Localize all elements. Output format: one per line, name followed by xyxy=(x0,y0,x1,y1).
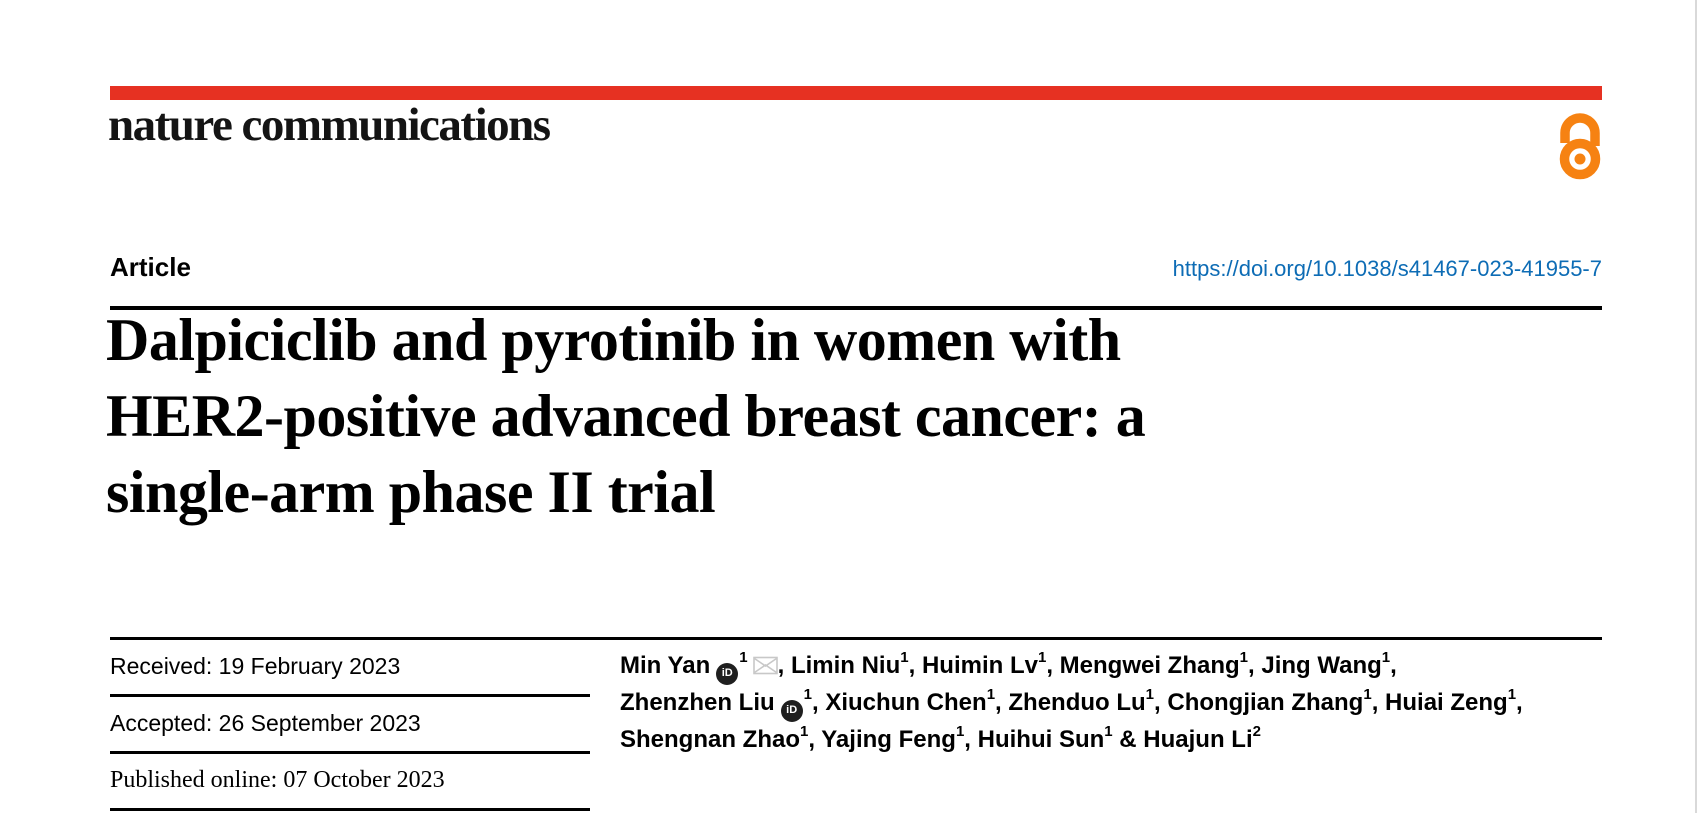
author-affiliation-sup: 1 xyxy=(739,649,748,666)
author-list: Min Yan iD1, Limin Niu1, Huimin Lv1, Meng… xyxy=(620,640,1523,757)
author-line: Zhenzhen Liu iD1, Xiuchun Chen1, Zhenduo … xyxy=(620,685,1523,722)
author-affiliation-sup: 1 xyxy=(900,649,909,666)
orcid-icon[interactable]: iD xyxy=(780,699,803,722)
author-affiliation-sup: 1 xyxy=(1104,722,1113,740)
author-name: Min Yan xyxy=(620,652,711,679)
author-name: Shengnan Zhao xyxy=(620,725,800,753)
journal-logo: nature communications xyxy=(108,99,551,151)
doi-link[interactable]: https://doi.org/10.1038/s41467-023-41955… xyxy=(1172,256,1602,281)
author-separator: , xyxy=(1516,689,1523,716)
author-separator: , xyxy=(1248,652,1262,679)
page-right-edge xyxy=(1695,0,1697,813)
author-name: Yajing Feng xyxy=(821,725,956,753)
author-name: Huihui Sun xyxy=(977,725,1105,753)
author-name: Zhenduo Lu xyxy=(1008,689,1146,716)
author-name: Mengwei Zhang xyxy=(1059,652,1240,679)
author-affiliation-sup: 1 xyxy=(1145,686,1155,703)
author-line: Min Yan iD1, Limin Niu1, Huimin Lv1, Meng… xyxy=(620,648,1523,685)
open-access-icon[interactable] xyxy=(1557,112,1603,180)
author-affiliation-sup: 1 xyxy=(803,686,812,703)
author-separator: & xyxy=(1112,725,1144,753)
author-separator: , xyxy=(1046,652,1060,679)
author-line: Shengnan Zhao1, Yajing Feng1, Huihui Sun… xyxy=(620,722,1523,757)
date-row-published: Published online: 07 October 2023 xyxy=(110,754,590,811)
author-separator: , xyxy=(1371,689,1386,716)
author-name: Chongjian Zhang xyxy=(1167,689,1364,716)
author-affiliation-sup: 1 xyxy=(800,722,809,740)
article-title: Dalpiciclib and pyrotinib in women with … xyxy=(106,307,1146,525)
brand-accent-bar xyxy=(110,86,1602,100)
author-name: Huajun Li xyxy=(1143,725,1253,753)
author-separator: , xyxy=(808,725,822,753)
author-name: Jing Wang xyxy=(1261,652,1382,679)
author-affiliation-sup: 1 xyxy=(1507,686,1517,703)
author-affiliation-sup: 2 xyxy=(1252,722,1261,740)
author-separator: , xyxy=(777,652,791,679)
author-name: Zhenzhen Liu xyxy=(620,689,775,716)
article-header-row: Article https://doi.org/10.1038/s41467-0… xyxy=(110,252,1602,283)
orcid-icon[interactable]: iD xyxy=(716,662,739,685)
author-name: Huimin Lv xyxy=(921,652,1038,679)
author-separator: , xyxy=(964,725,978,753)
author-name: Xiuchun Chen xyxy=(825,689,987,716)
published-date: Published online: 07 October 2023 xyxy=(110,767,445,793)
dates-column: Received: 19 February 2023 Accepted: 26 … xyxy=(110,640,590,811)
author-affiliation-sup: 1 xyxy=(1363,686,1372,703)
article-type-label: Article xyxy=(110,252,191,282)
author-name: Huiai Zeng xyxy=(1385,689,1508,716)
author-separator: , xyxy=(995,689,1009,716)
author-separator: , xyxy=(1390,652,1397,679)
author-affiliation-sup: 1 xyxy=(955,722,965,740)
email-icon[interactable] xyxy=(752,650,778,685)
date-row-accepted: Accepted: 26 September 2023 xyxy=(110,697,590,754)
author-affiliation-sup: 1 xyxy=(1381,649,1391,666)
author-affiliation-sup: 1 xyxy=(1239,649,1248,666)
header-divider xyxy=(110,306,1602,310)
author-affiliation-sup: 1 xyxy=(1037,649,1047,666)
author-name: Limin Niu xyxy=(790,652,901,679)
date-row-received: Received: 19 February 2023 xyxy=(110,640,590,697)
author-affiliation-sup: 1 xyxy=(986,686,996,703)
info-section: Received: 19 February 2023 Accepted: 26 … xyxy=(110,637,1602,811)
accepted-date: Accepted: 26 September 2023 xyxy=(110,710,421,736)
author-separator: , xyxy=(1154,689,1168,716)
author-separator: , xyxy=(812,689,826,716)
received-date: Received: 19 February 2023 xyxy=(110,653,401,679)
author-separator: , xyxy=(908,652,922,679)
